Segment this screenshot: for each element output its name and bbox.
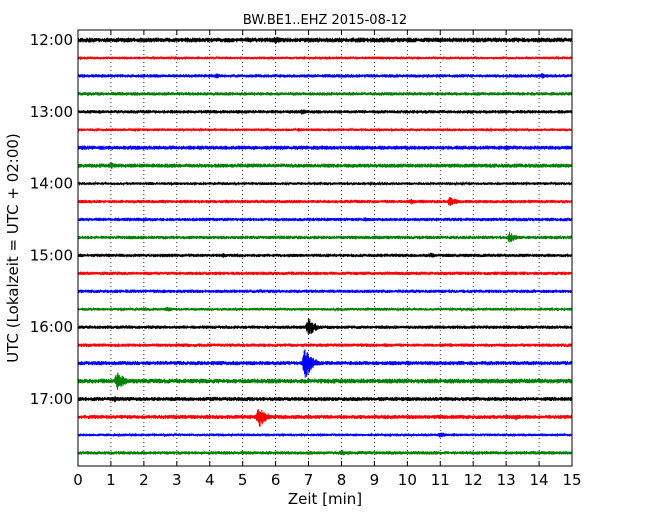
trace-1745 (77, 449, 573, 456)
y-axis-label: UTC (Lokalzeit = UTC + 02:00) (4, 133, 22, 363)
y-tick-label: 13:00 (30, 103, 73, 121)
chart-title: BW.BE1..EHZ 2015-08-12 (243, 13, 407, 28)
y-tick-label: 16:00 (30, 318, 73, 336)
trace-1730 (77, 432, 573, 438)
trace-1630 (77, 349, 573, 378)
trace-1715 (77, 409, 573, 428)
x-tick-label: 6 (271, 471, 281, 489)
trace-1215 (77, 55, 573, 61)
x-tick-label: 4 (205, 471, 215, 489)
trace-1515 (77, 270, 573, 276)
trace-1600 (77, 318, 573, 334)
trace-1315 (77, 127, 573, 133)
trace-1500 (77, 252, 573, 259)
trace-1345 (77, 162, 573, 169)
trace-1330 (77, 145, 573, 151)
x-tick-label: 3 (172, 471, 182, 489)
x-tick-label: 0 (73, 471, 83, 489)
trace-1530 (77, 288, 573, 295)
trace-1545 (77, 306, 573, 312)
x-tick-label: 9 (370, 471, 380, 489)
x-axis-label: Zeit [min] (288, 490, 362, 508)
x-tick-label: 15 (562, 471, 581, 489)
trace-1645 (77, 372, 573, 390)
trace-1200 (77, 36, 573, 45)
x-tick-label: 7 (304, 471, 314, 489)
x-tick-label: 12 (464, 471, 483, 489)
trace-1445 (77, 231, 573, 243)
x-tick-label: 1 (106, 471, 116, 489)
plot-frame (77, 29, 573, 467)
trace-1430 (77, 216, 573, 223)
trace-1245 (77, 91, 573, 97)
trace-1615 (77, 342, 573, 348)
axis-ticks: 0 1 2 3 4 5 6 7 8 9 10 11 12 13 14 1512:0013:0014:0015:… (30, 30, 582, 489)
seismic-traces (77, 36, 573, 456)
y-tick-label: 15:00 (30, 246, 73, 264)
trace-1700 (77, 395, 573, 403)
trace-1230 (77, 73, 573, 79)
x-tick-label: 5 (238, 471, 248, 489)
grid-lines (110, 30, 540, 466)
trace-1415 (77, 197, 573, 206)
trace-1400 (77, 180, 573, 187)
y-tick-label: 17:00 (30, 390, 73, 408)
x-tick-label: 10 (398, 471, 417, 489)
y-tick-label: 14:00 (30, 175, 73, 193)
x-tick-label: 8 (337, 471, 347, 489)
x-tick-label: 11 (431, 471, 450, 489)
trace-1300 (77, 109, 573, 115)
y-tick-label: 12:00 (30, 31, 73, 49)
x-tick-label: 13 (497, 471, 516, 489)
x-tick-label: 14 (530, 471, 549, 489)
x-tick-label: 2 (139, 471, 149, 489)
